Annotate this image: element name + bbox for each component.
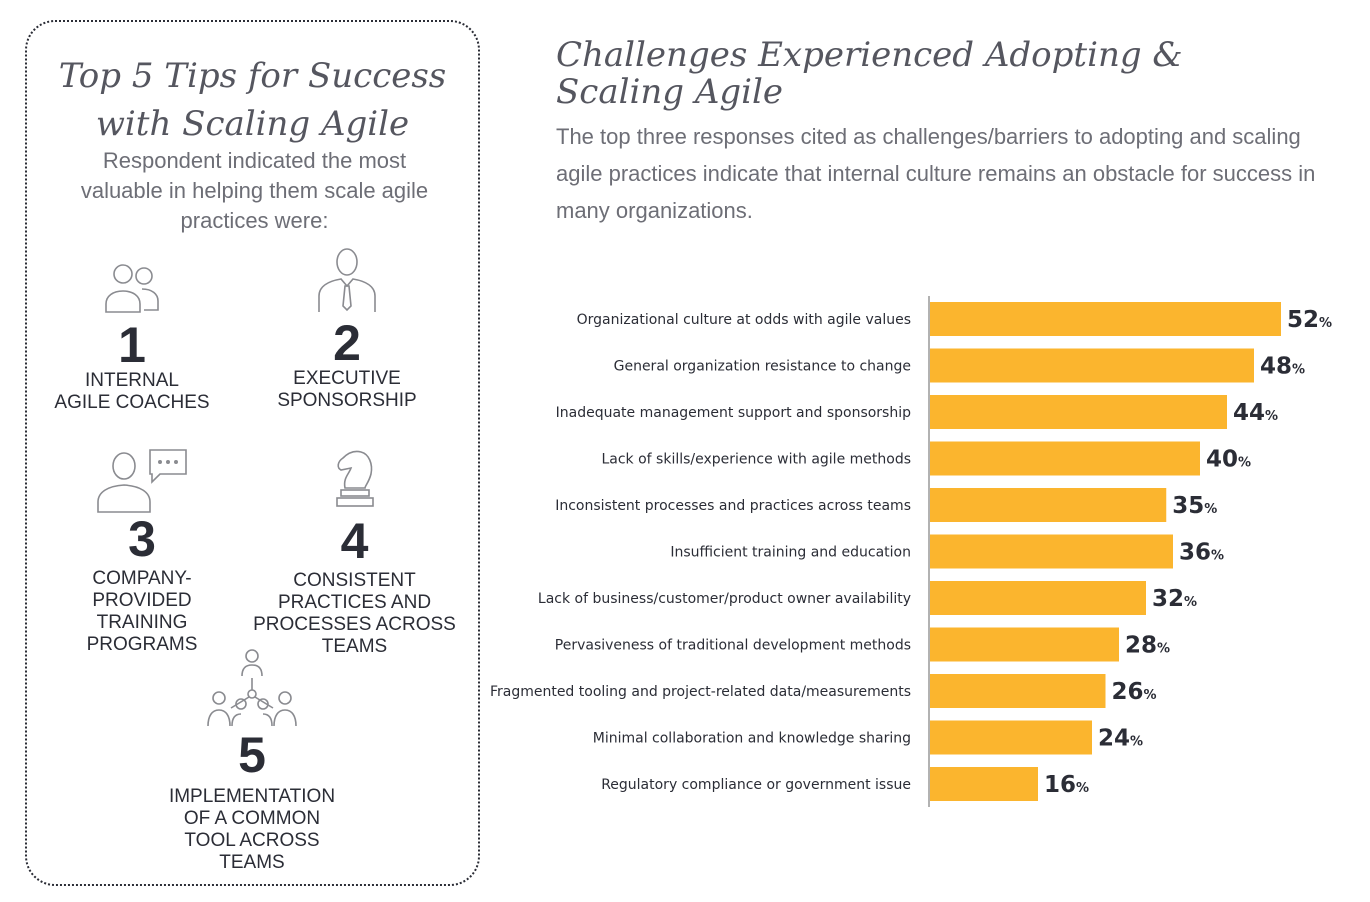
bar bbox=[930, 674, 1106, 708]
chart-title: Challenges Experienced Adopting & Scalin… bbox=[556, 35, 1183, 112]
bar bbox=[930, 767, 1038, 801]
tip-text: Implementation of a common tool across t… bbox=[168, 786, 336, 873]
tip-4: 4 Consistent practices and processes acr… bbox=[247, 448, 462, 658]
bar bbox=[930, 441, 1200, 476]
team-network-icon bbox=[142, 646, 362, 728]
category-label: Lack of skills/experience with agile met… bbox=[601, 452, 911, 468]
tip-number: 3 bbox=[128, 511, 156, 567]
category-label: Minimal collaboration and knowledge shar… bbox=[593, 731, 911, 747]
value-label: 16% bbox=[1044, 772, 1089, 798]
value-label: 35% bbox=[1172, 493, 1217, 519]
tip-number: 1 bbox=[118, 317, 146, 373]
value-label: 28% bbox=[1125, 633, 1170, 659]
category-label: Organizational culture at odds with agil… bbox=[577, 312, 911, 328]
category-label: General organization resistance to chang… bbox=[614, 359, 911, 375]
bar bbox=[930, 720, 1092, 755]
category-label: Inadequate management support and sponso… bbox=[556, 405, 911, 421]
coaches-icon bbox=[37, 260, 227, 316]
bar bbox=[930, 627, 1119, 662]
value-label: 48% bbox=[1260, 354, 1305, 380]
value-label: 40% bbox=[1206, 447, 1251, 473]
tips-title-line2: with Scaling Agile bbox=[95, 104, 410, 144]
tip-text: Company- provided training programs bbox=[86, 568, 198, 655]
value-label: 26% bbox=[1112, 679, 1157, 705]
value-label: 36% bbox=[1179, 540, 1224, 566]
bar bbox=[930, 302, 1281, 336]
category-label: Lack of business/customer/product owner … bbox=[538, 591, 911, 607]
tip-text: Internal agile coaches bbox=[54, 370, 210, 413]
tips-subtitle: Respondent indicated the most valuable i… bbox=[80, 148, 429, 233]
value-label: 52% bbox=[1287, 307, 1332, 333]
value-label: 24% bbox=[1098, 726, 1143, 752]
category-label: Fragmented tooling and project-related d… bbox=[490, 684, 911, 700]
tip-5: 5 Implementation of a common tool across… bbox=[142, 646, 362, 874]
bar bbox=[930, 581, 1146, 615]
tip-1: 1 Internal agile coaches bbox=[37, 260, 227, 414]
category-label: Insufficient training and education bbox=[670, 545, 911, 561]
value-label: 32% bbox=[1152, 586, 1197, 612]
bar bbox=[930, 534, 1173, 569]
executive-icon bbox=[247, 246, 447, 314]
bar bbox=[930, 395, 1227, 429]
category-label: Pervasiveness of traditional development… bbox=[555, 638, 911, 654]
tip-number: 5 bbox=[238, 727, 266, 783]
tip-2: 2 Executive sponsorship bbox=[247, 246, 447, 412]
bar bbox=[930, 348, 1254, 383]
tip-text: Executive sponsorship bbox=[277, 368, 417, 411]
training-icon bbox=[47, 446, 237, 514]
tip-number: 4 bbox=[340, 513, 369, 569]
category-label: Inconsistent processes and practices acr… bbox=[555, 498, 911, 514]
tips-panel: Top 5 Tips for Success with Scaling Agil… bbox=[25, 20, 480, 886]
tips-title: Top 5 Tips for Success with Scaling Agil… bbox=[27, 52, 478, 148]
category-label: Regulatory compliance or government issu… bbox=[601, 777, 911, 793]
chess-knight-icon bbox=[247, 448, 462, 510]
bar bbox=[930, 488, 1167, 522]
tips-title-line1: Top 5 Tips for Success bbox=[58, 56, 447, 96]
tip-number: 2 bbox=[333, 315, 361, 371]
tip-3: 3 Company- provided training programs bbox=[47, 446, 237, 656]
tip-text: Consistent practices and processes acros… bbox=[253, 570, 456, 657]
value-label: 44% bbox=[1233, 400, 1278, 426]
chart-subtitle: The top three responses cited as challen… bbox=[556, 124, 1316, 223]
